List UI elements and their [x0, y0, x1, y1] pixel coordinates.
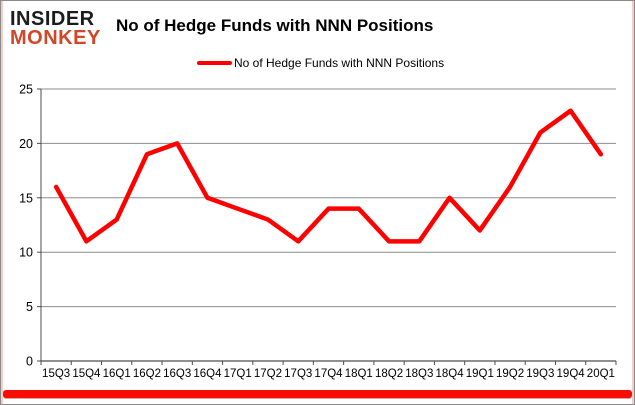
legend: No of Hedge Funds with NNN Positions [197, 56, 444, 70]
legend-line-icon [197, 61, 232, 65]
x-tick-label: 19Q3 [526, 368, 554, 380]
x-tick-label: 17Q3 [284, 368, 312, 380]
x-tick-label: 16Q2 [133, 368, 161, 380]
y-tick-label: 5 [26, 300, 33, 314]
x-tick-label: 15Q3 [42, 368, 70, 380]
data-line-series [53, 108, 604, 244]
x-tick-label: 16Q4 [193, 368, 222, 380]
x-tick-label: 18Q3 [405, 368, 433, 380]
x-tick-label: 17Q1 [224, 368, 252, 380]
y-tick-label: 25 [19, 83, 33, 97]
y-axis-labels: 0 5 10 15 20 25 [19, 83, 33, 369]
axes [37, 88, 617, 365]
x-tick-label: 19Q1 [466, 368, 494, 380]
legend-label: No of Hedge Funds with NNN Positions [234, 56, 445, 70]
gridlines [41, 88, 616, 308]
x-tick-label: 15Q4 [72, 368, 101, 380]
x-tick-label: 19Q4 [557, 368, 586, 380]
x-tick-label: 17Q2 [254, 368, 282, 380]
y-tick-label: 20 [19, 137, 33, 151]
y-tick-label: 0 [26, 355, 33, 369]
x-tick-label: 20Q1 [587, 368, 615, 380]
x-tick-label: 18Q4 [435, 368, 464, 380]
logo-insider-text: INSIDER [10, 8, 95, 30]
y-tick-label: 15 [19, 191, 33, 205]
brand-bar [3, 390, 632, 398]
x-tick-label: 16Q1 [103, 368, 131, 380]
x-axis-labels: 15Q3 15Q4 16Q1 16Q2 16Q3 16Q4 17Q1 17Q2 17Q3 17Q4… [42, 368, 615, 380]
logo-monkey-text: MONKEY [10, 27, 101, 49]
x-tick-label: 18Q1 [345, 368, 373, 380]
x-tick-label: 18Q2 [375, 368, 403, 380]
y-tick-label: 10 [19, 246, 33, 260]
x-tick-label: 17Q4 [314, 368, 343, 380]
insider-monkey-logo: INSIDER MONKEY [10, 8, 101, 49]
x-tick-label: 16Q3 [163, 368, 191, 380]
x-tick-label: 19Q2 [496, 368, 524, 380]
chart-title: No of Hedge Funds with NNN Positions [116, 16, 434, 35]
